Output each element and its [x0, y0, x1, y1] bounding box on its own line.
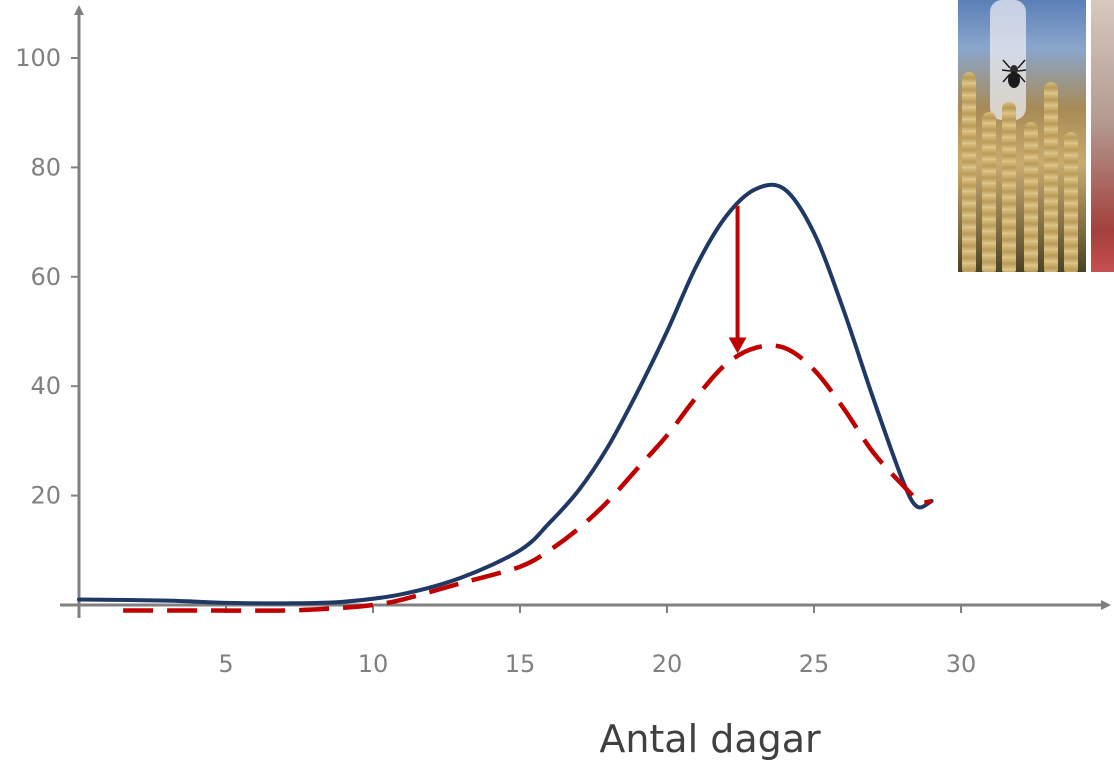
- wheat-stalk-shape: [1002, 102, 1016, 272]
- wheat-stalk-shape: [1024, 122, 1038, 272]
- wheat-with-spider-photo: [958, 0, 1086, 272]
- x-tick-label: 15: [505, 650, 536, 678]
- x-tick-label: 10: [358, 650, 389, 678]
- y-tick-label: 80: [30, 153, 61, 181]
- second-photo-cropped: [1091, 0, 1114, 272]
- y-tick-label: 100: [15, 44, 61, 72]
- y-tick-label: 20: [30, 482, 61, 510]
- wheat-stalk-shape: [1064, 132, 1078, 272]
- x-tick-label: 25: [799, 650, 830, 678]
- x-tick-label: 30: [946, 650, 977, 678]
- wheat-stalk-shape: [982, 112, 996, 272]
- series-line-solid: [77, 182, 934, 606]
- series-line-dashed: [123, 343, 932, 613]
- x-tick-label: 20: [652, 650, 683, 678]
- x-axis-label: Antal dagar: [599, 717, 821, 761]
- spider-icon: [1002, 59, 1026, 88]
- wheat-stalk-shape: [1044, 82, 1058, 272]
- wheat-stalk-shape: [962, 72, 976, 272]
- y-tick-label: 60: [30, 263, 61, 291]
- spider-web-shape: [990, 0, 1026, 120]
- y-tick-label: 40: [30, 372, 61, 400]
- x-tick-label: 5: [218, 650, 233, 678]
